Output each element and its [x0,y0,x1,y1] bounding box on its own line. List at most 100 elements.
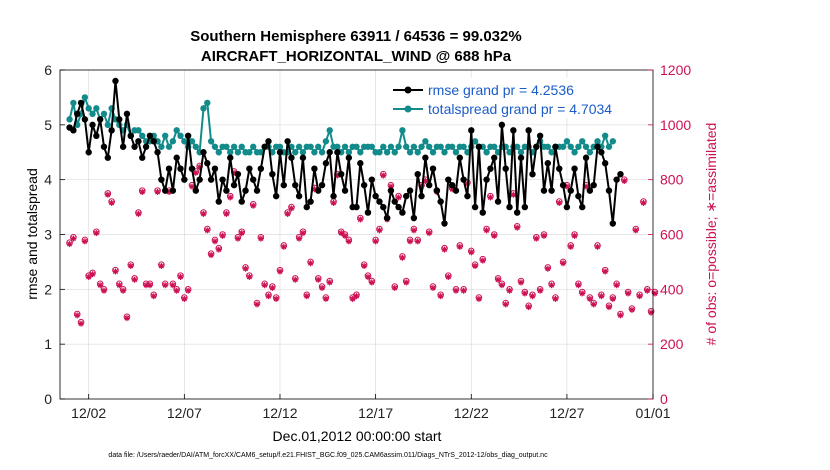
totalspread-point [452,149,460,156]
totalspread-point [299,149,307,156]
obs-assimilated-stroke [342,233,348,239]
obs-assimilated-point [452,287,459,294]
obs-assimilated-stroke [526,304,532,310]
obs-assimilated-stroke [74,312,80,318]
rmse-point [192,187,200,194]
totalspread-point [460,143,467,150]
axes: 0 1 2 3 4 5 6 0 200 400 600 800 1000 1200 12/02 12/07 12… [44,62,691,421]
rmse-point [139,154,146,161]
rmse-point [246,165,253,172]
obs-assimilated-stroke [220,233,226,239]
rmse-point [483,176,490,183]
obs-assimilated-stroke [610,296,616,302]
x-axis-label: Dec.01,2012 00:00:00 start [273,428,442,444]
rmse-point [280,181,288,189]
rmse-point [74,110,81,118]
rmse-point [368,176,376,183]
rmse-point [162,187,169,194]
obs-assimilated-stroke [132,277,138,283]
obs-assimilated-point [284,210,291,217]
obs-assimilated-point [139,189,146,196]
obs-assimilated-stroke [143,282,149,288]
obs-assimilated-stroke [181,296,187,302]
obs-assimilated-stroke [304,293,310,299]
rmse-point [586,187,594,194]
obs-assimilated-point [296,235,303,242]
obs-assimilated-stroke [461,288,467,294]
obs-assimilated-point [426,230,433,237]
obs-assimilated-point [123,315,130,322]
obs-assimilated-stroke [292,277,298,283]
rmse-point [104,154,112,161]
rmse-point [433,187,441,194]
totalspread-point [609,138,617,145]
rmse-point [196,176,203,183]
rmse-point [70,127,77,134]
totalspread-point [215,149,222,156]
rmse-point [487,165,494,172]
obs-assimilated-point [621,178,628,185]
right-y-axis-label: # of obs: o=possible; ∗=assimilated [703,123,719,346]
obs-assimilated-point [349,295,356,302]
obs-assimilated-point [345,238,352,245]
obs-assimilated-stroke [177,274,184,280]
obs-assimilated-stroke [476,296,482,302]
legend-rmse-label: rmse grand pr = 4.2536 [428,82,574,98]
obs-assimilated-stroke [507,288,513,294]
totalspread-point [441,149,448,156]
rmse-point [131,143,138,150]
rmse-point [85,149,92,156]
obs-assimilated-stroke [285,211,291,217]
obs-assimilated-stroke [200,211,206,217]
obs-assimilated-stroke [545,266,551,272]
obs-assimilated-stroke [235,236,241,242]
obs-assimilated-point [219,232,226,239]
obs-assimilated-point [594,243,601,250]
totalspread-point [93,105,100,112]
obs-assimilated-stroke [637,293,643,299]
totalspread-point [315,143,322,150]
obs-assimilated-stroke [522,290,528,296]
obs-assimilated-stroke [82,238,88,244]
obs-assimilated-stroke [288,205,294,211]
left-y-tick-label: 4 [44,172,52,188]
obs-assimilated-point [552,295,559,302]
rmse-point [391,198,398,205]
rmse-point [456,154,463,161]
obs-assimilated-stroke [598,293,604,299]
x-tick-label: 12/12 [262,405,297,421]
totalspread-point [548,149,555,156]
rmse-point [601,160,609,167]
obs-assimilated-point [586,295,593,302]
totalspread-point [403,143,410,150]
rmse-point [357,160,364,167]
obs-assimilated-point [261,282,268,289]
obs-assimilated-point [590,301,597,308]
obs-assimilated-point [609,295,616,302]
obs-assimilated-point [154,189,161,196]
rmse-point [399,209,406,216]
rmse-point [257,165,265,172]
obs-assimilated-point [276,268,283,275]
obs-assimilated-point [498,282,505,289]
rmse-point [475,143,483,150]
obs-assimilated-stroke [495,277,501,283]
obs-assimilated-point [567,243,574,250]
obs-assimilated-point [514,224,521,231]
obs-assimilated-point [410,227,417,234]
totalspread-point [192,143,200,150]
rmse-point [77,99,85,107]
obs-assimilated-stroke [193,170,199,176]
obs-assimilated-point [81,238,88,245]
totalspread-point [158,143,165,150]
totalspread-point [422,138,429,145]
totalspread-point [238,143,245,150]
rmse-point [303,203,310,211]
totalspread-point [139,132,146,139]
totalspread-point [368,143,376,150]
totalspread-point [292,149,299,156]
rmse-point [341,187,349,194]
obs-assimilated-stroke [640,200,646,206]
totalspread-point [311,149,318,156]
obs-assimilated-point [487,194,494,201]
